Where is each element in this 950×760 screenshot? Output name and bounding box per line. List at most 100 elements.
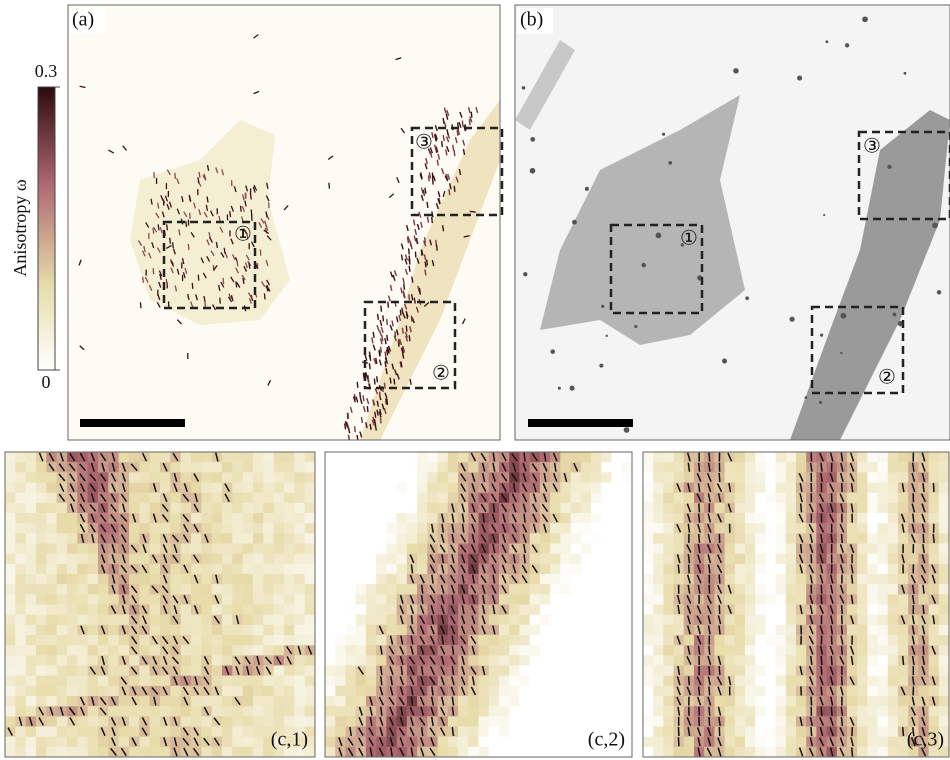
pixel: [663, 523, 675, 534]
fiber: [162, 574, 168, 584]
fiber: [839, 523, 845, 533]
cell: [360, 100, 500, 440]
pixel: [519, 685, 531, 697]
pixel: [785, 502, 797, 514]
fiber: [203, 676, 210, 685]
pixel: [232, 746, 244, 758]
pixel: [611, 574, 623, 585]
fiber: [542, 483, 548, 493]
fiber: [440, 594, 445, 604]
fiber: [686, 503, 692, 513]
fiber: [243, 265, 248, 272]
fiber: [435, 146, 439, 153]
region-label: ①: [234, 224, 252, 246]
pixel: [847, 624, 858, 636]
pixel: [938, 696, 950, 707]
fiber: [430, 605, 435, 615]
pixel: [129, 452, 140, 463]
pixel: [25, 696, 37, 707]
fiber: [79, 483, 86, 492]
fiber: [461, 594, 466, 604]
pixel: [785, 594, 797, 605]
fiber: [369, 423, 372, 430]
fiber: [79, 85, 86, 89]
fiber: [404, 331, 409, 338]
fiber: [686, 452, 691, 462]
pixel: [46, 472, 58, 483]
pixel: [5, 736, 16, 748]
fiber: [420, 249, 423, 256]
pixel: [294, 635, 306, 646]
fiber: [523, 554, 526, 564]
fiber: [176, 268, 180, 275]
pixel: [765, 584, 777, 595]
pixel: [734, 726, 746, 738]
fiber: [69, 473, 76, 482]
fiber: [849, 645, 855, 655]
fiber: [214, 686, 220, 696]
pixel: [785, 513, 797, 524]
pixel: [335, 635, 346, 646]
pixel: [25, 543, 37, 555]
pixel: [118, 614, 130, 626]
pixel: [355, 452, 367, 463]
pixel: [211, 492, 223, 504]
pixel: [643, 685, 654, 697]
pixel: [734, 553, 746, 565]
speck: [572, 219, 577, 225]
pixel: [304, 574, 316, 585]
pixel: [160, 675, 171, 687]
fiber: [152, 226, 158, 233]
pixel: [67, 746, 78, 758]
pixel: [775, 502, 787, 514]
pixel: [663, 635, 675, 646]
pixel: [755, 472, 766, 483]
pixel: [36, 502, 47, 514]
pixel: [560, 614, 572, 626]
pixel: [365, 513, 377, 524]
pixel: [663, 482, 675, 494]
pixel: [478, 726, 490, 738]
pixel: [263, 584, 275, 595]
fiber: [100, 534, 107, 543]
pixel: [928, 706, 940, 717]
fiber: [708, 452, 711, 462]
pixel: [938, 645, 950, 656]
pixel: [406, 462, 418, 473]
fiber: [407, 248, 410, 255]
fiber: [410, 716, 414, 726]
fiber: [99, 697, 107, 706]
fiber: [676, 523, 682, 533]
region-label: ①: [680, 228, 698, 250]
pixel: [621, 513, 633, 524]
pixel: [539, 635, 551, 646]
fiber: [378, 737, 384, 747]
pixel: [87, 736, 99, 748]
pixel: [663, 614, 675, 626]
fiber: [830, 655, 833, 665]
pixel: [785, 665, 797, 677]
pixel: [56, 604, 68, 616]
pixel: [570, 736, 582, 748]
pixel: [775, 675, 787, 687]
pixel: [755, 655, 766, 666]
fiber: [849, 544, 855, 554]
pixel: [643, 635, 654, 646]
fiber: [481, 472, 486, 482]
fiber: [532, 513, 538, 523]
pixel: [335, 696, 346, 707]
pixel: [765, 716, 777, 727]
fiber: [411, 276, 414, 283]
pixel: [765, 726, 777, 738]
fiber: [409, 326, 412, 333]
fiber: [708, 645, 711, 655]
pixel: [611, 472, 623, 483]
fiber: [676, 483, 682, 493]
fiber: [408, 294, 411, 301]
pixel: [386, 523, 398, 534]
fiber: [470, 544, 476, 553]
fiber: [492, 452, 496, 462]
pixel: [601, 533, 613, 544]
fiber: [809, 462, 813, 472]
pixel: [273, 746, 285, 758]
